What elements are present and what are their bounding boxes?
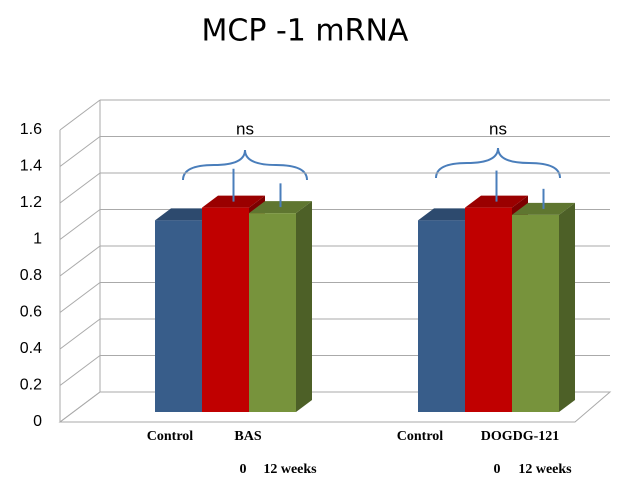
grid-line	[59, 282, 101, 313]
x-sublabel: 0	[494, 462, 501, 477]
bar-front	[418, 220, 465, 412]
bar-front	[202, 207, 249, 412]
grid-line	[59, 209, 101, 240]
x-label: DOGDG-121	[481, 429, 560, 444]
annotation: ns	[489, 119, 507, 138]
x-sublabel: 0	[240, 462, 247, 477]
x-label: Control	[147, 429, 194, 444]
chart-title: MCP -1 mRNA	[202, 14, 409, 49]
x-label: Control	[397, 429, 444, 444]
bar	[512, 202, 575, 412]
y-tick-label: 1	[33, 231, 42, 248]
brace	[435, 147, 561, 179]
bar	[249, 201, 312, 412]
x-sublabel: 12 weeks	[518, 462, 572, 477]
y-tick-label: 1.2	[20, 194, 42, 211]
bar-front	[465, 207, 512, 412]
grid-line	[59, 391, 101, 423]
y-tick-label: 0.6	[20, 304, 42, 321]
y-tick-label: 1.4	[20, 158, 42, 175]
y-tick-label: 0.4	[20, 340, 42, 357]
grid-line	[59, 136, 101, 167]
y-tick-label: 0	[33, 413, 42, 430]
bar-front	[249, 213, 296, 412]
x-sublabel: 12 weeks	[263, 462, 317, 477]
grid-line	[59, 245, 101, 277]
grid-line	[59, 318, 101, 350]
y-tick-label: 0.2	[20, 377, 42, 394]
bar-side	[559, 202, 575, 412]
grid-line	[59, 172, 101, 204]
grid-line	[59, 355, 101, 386]
bar-side	[296, 201, 312, 412]
annotation: ns	[236, 119, 254, 138]
y-tick-label: 1.6	[20, 121, 42, 138]
x-label: BAS	[234, 429, 261, 444]
bar-front	[512, 214, 559, 412]
grid-line	[59, 99, 101, 131]
y-tick-label: 0.8	[20, 267, 42, 284]
bar-front	[155, 220, 202, 412]
brace	[182, 149, 308, 181]
